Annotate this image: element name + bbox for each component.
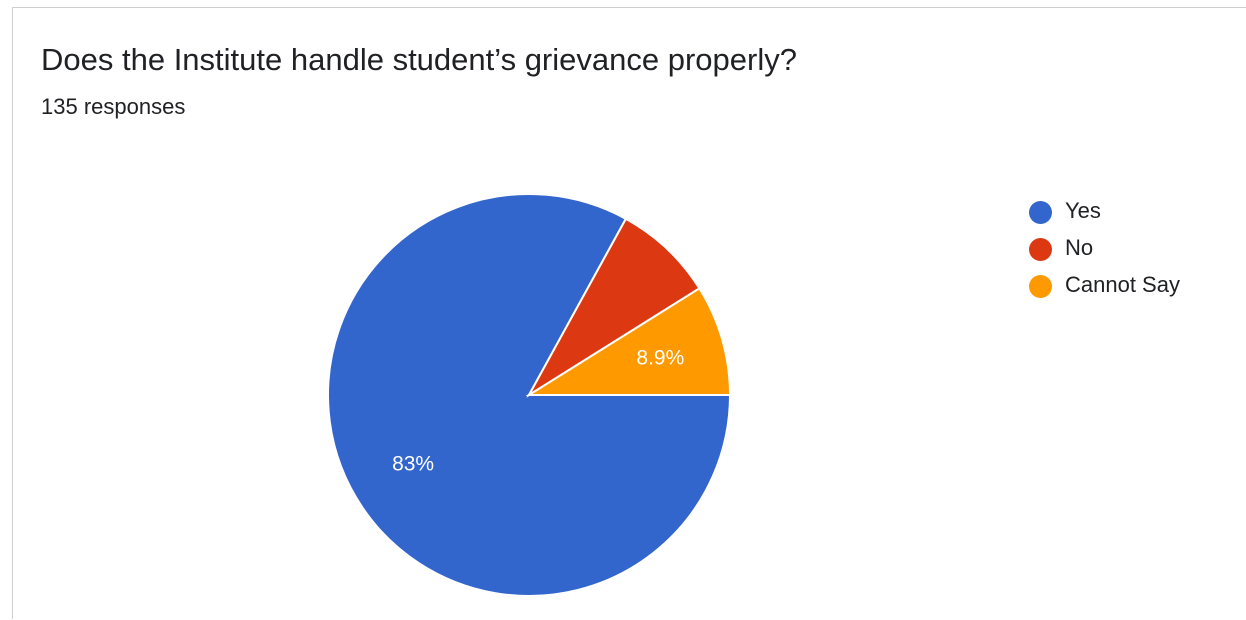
chart-card: Does the Institute handle student’s grie… <box>12 7 1246 619</box>
response-count: 135 responses <box>41 94 186 119</box>
legend-label: Cannot Say <box>1065 272 1180 297</box>
pie-slice-cannot-say[interactable] <box>525 286 732 396</box>
legend-label: Yes <box>1065 198 1101 223</box>
pie-slice-no[interactable] <box>526 217 701 398</box>
slice-label-cannot-say: 8.9% <box>636 346 684 369</box>
chart-title: Does the Institute handle student’s grie… <box>41 42 797 77</box>
pie-chart: 83% 8.9% <box>327 193 732 597</box>
slice-label-yes: 83% <box>392 453 434 476</box>
legend-swatch-icon <box>1029 238 1052 261</box>
legend-swatch-icon <box>1029 201 1052 224</box>
legend-swatch-icon <box>1029 275 1052 298</box>
legend-label: No <box>1065 235 1094 260</box>
